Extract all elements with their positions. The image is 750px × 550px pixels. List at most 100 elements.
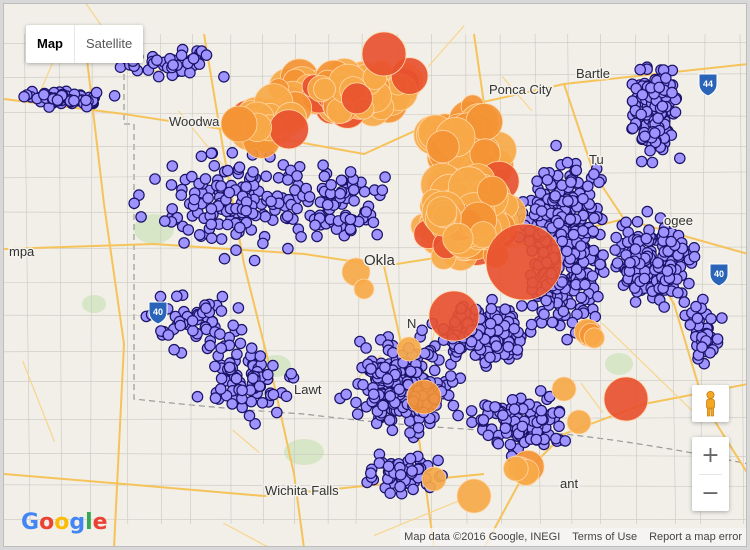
svg-text:40: 40 (153, 307, 163, 317)
well-marker (311, 230, 323, 243)
well-marker (317, 159, 329, 171)
well-marker (492, 437, 505, 450)
interstate-shield-40-west: 40 (148, 301, 168, 325)
earthquake-marker (421, 466, 447, 492)
zoom-out-button[interactable]: − (701, 481, 720, 506)
well-marker (636, 88, 649, 101)
well-marker (309, 219, 321, 231)
well-marker (382, 460, 395, 473)
well-marker (575, 291, 588, 304)
well-marker (534, 385, 547, 397)
well-marker (384, 390, 396, 402)
secondary-road (580, 382, 604, 413)
map-type-map-button[interactable]: Map (37, 36, 63, 51)
well-marker (609, 244, 621, 256)
google-logo[interactable]: Google (21, 510, 108, 535)
well-marker (381, 373, 394, 385)
well-marker (624, 256, 636, 269)
well-marker (407, 483, 419, 496)
well-marker (178, 237, 190, 249)
well-marker (657, 226, 670, 238)
well-marker (232, 302, 245, 314)
well-marker (581, 180, 594, 192)
map-type-satellite-button[interactable]: Satellite (74, 25, 143, 63)
well-marker (666, 86, 678, 99)
well-marker (280, 390, 293, 403)
well-marker (365, 363, 377, 375)
well-marker (534, 187, 547, 199)
city-label-ponca-city: Ponca City (489, 82, 552, 97)
well-marker (167, 59, 179, 71)
well-marker (285, 367, 298, 380)
well-marker (477, 414, 490, 426)
well-marker (267, 359, 279, 372)
well-marker (556, 276, 568, 288)
zoom-in-button[interactable]: + (701, 443, 720, 468)
well-marker (684, 319, 697, 331)
well-marker (149, 173, 161, 185)
pegman-icon (706, 391, 715, 417)
well-marker (626, 95, 639, 107)
city-label-durant: ant (560, 476, 578, 491)
county-line (58, 33, 63, 525)
well-marker (565, 176, 577, 188)
secondary-road (373, 496, 470, 537)
well-marker (204, 339, 216, 352)
well-marker (610, 231, 622, 244)
earthquake-marker (476, 175, 508, 207)
well-marker (587, 225, 600, 238)
well-marker (394, 480, 406, 493)
well-marker (541, 174, 554, 186)
well-marker (340, 388, 352, 401)
well-marker (195, 150, 208, 163)
secondary-road (427, 25, 465, 68)
earthquake-markers[interactable] (220, 31, 649, 514)
well-marker (631, 216, 644, 228)
well-marker (394, 468, 407, 481)
well-marker (187, 52, 200, 65)
well-marker (538, 308, 550, 320)
well-marker (550, 139, 562, 152)
well-marker (716, 312, 728, 324)
earthquake-marker (220, 105, 258, 143)
well-marker (530, 433, 543, 446)
report-map-error-link[interactable]: Report a map error (649, 531, 742, 543)
secondary-road (22, 360, 55, 442)
logo-letter: l (85, 510, 93, 535)
well-marker (611, 257, 624, 269)
well-marker (525, 318, 538, 331)
well-marker (291, 202, 303, 215)
well-marker (579, 278, 591, 291)
well-marker (281, 174, 294, 186)
map-type-control: Map Satellite (26, 25, 144, 63)
well-marker (216, 290, 229, 303)
well-marker (193, 229, 206, 241)
well-marker (166, 203, 178, 215)
well-marker (593, 176, 605, 189)
well-marker (428, 364, 441, 377)
secondary-road (178, 110, 227, 170)
well-marker (236, 384, 248, 397)
logo-letter: g (69, 510, 86, 535)
street-view-button[interactable] (692, 385, 729, 422)
well-marker (556, 235, 569, 248)
interstate-shield-40-east: 40 (709, 263, 729, 287)
well-marker (704, 346, 716, 359)
well-marker (635, 108, 647, 121)
well-marker (200, 49, 213, 61)
well-marker (561, 156, 574, 169)
well-marker (570, 164, 583, 177)
map-viewport[interactable]: Ponca City Bartle Woodwa Tu ogee Okla N … (3, 3, 747, 547)
well-marker (447, 399, 460, 412)
well-marker (325, 179, 337, 191)
well-marker (265, 195, 277, 208)
map-canvas[interactable]: Ponca City Bartle Woodwa Tu ogee Okla N … (4, 4, 747, 547)
well-marker (432, 454, 444, 467)
svg-text:44: 44 (703, 79, 713, 89)
well-marker (490, 340, 503, 352)
well-marker (586, 270, 599, 282)
well-marker (175, 189, 188, 201)
terms-of-use-link[interactable]: Terms of Use (572, 531, 638, 543)
well-marker (656, 100, 669, 112)
well-marker (412, 421, 425, 434)
